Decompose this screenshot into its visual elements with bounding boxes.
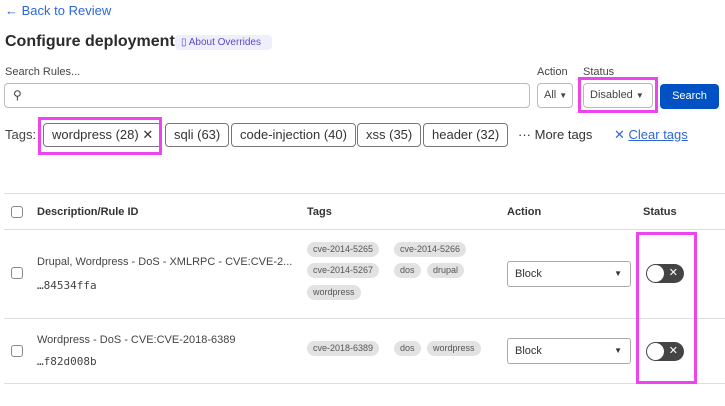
status-filter-label: Status xyxy=(583,66,615,78)
rule-action-select[interactable]: Block ▼ xyxy=(507,338,631,364)
more-tags-button[interactable]: ··· More tags xyxy=(518,127,592,142)
page-title: Configure deployment xyxy=(5,33,175,50)
about-overrides-label: About Overrides xyxy=(188,37,261,48)
action-filter-select[interactable]: All ▼ xyxy=(537,83,573,108)
tags-label: Tags: xyxy=(5,127,37,142)
column-header-tags: Tags xyxy=(307,206,332,218)
status-filter-select[interactable]: Disabled ▼ xyxy=(583,83,653,108)
highlight-box xyxy=(636,232,697,384)
highlight-box xyxy=(578,77,658,113)
rule-tag: cve-2014-5267 xyxy=(307,263,380,278)
rule-action-value: Block xyxy=(515,268,542,280)
action-filter-value: All xyxy=(544,89,557,101)
column-header-status: Status xyxy=(643,206,677,218)
tag-chip-xss[interactable]: xss (35) xyxy=(357,123,422,147)
status-filter-value: Disabled xyxy=(590,89,633,101)
rule-tag: wordpress xyxy=(307,285,361,300)
about-overrides-link[interactable]: ▯ About Overrides xyxy=(175,35,272,50)
close-icon: ✕ xyxy=(668,267,678,279)
close-icon[interactable]: ✕ xyxy=(142,127,154,142)
tag-chip-header[interactable]: header (32) xyxy=(423,123,509,147)
ellipsis-icon: ··· xyxy=(518,127,535,142)
caret-down-icon: ▼ xyxy=(614,346,622,355)
caret-down-icon: ▼ xyxy=(614,269,622,278)
caret-down-icon: ▼ xyxy=(635,91,644,100)
caret-down-icon: ▼ xyxy=(559,91,568,100)
rule-tag: dos xyxy=(394,263,421,278)
row-checkbox[interactable] xyxy=(11,345,23,357)
rule-tag: drupal xyxy=(427,263,465,278)
rule-tag: dos xyxy=(394,341,421,356)
action-filter-label: Action xyxy=(537,66,568,78)
rule-tag: wordpress xyxy=(427,341,481,356)
tag-chip-sqli[interactable]: sqli (63) xyxy=(165,123,230,147)
column-header-description: Description/Rule ID xyxy=(37,206,139,218)
search-icon: ⚲ xyxy=(13,88,22,102)
rule-status-toggle[interactable]: ✕ xyxy=(646,342,684,361)
tag-chip-label: wordpress (28) xyxy=(52,127,139,142)
row-divider xyxy=(4,229,725,230)
search-input[interactable]: ⚲ xyxy=(4,83,530,108)
search-label: Search Rules... xyxy=(5,66,81,78)
search-button[interactable]: Search xyxy=(660,84,719,109)
rule-description: Drupal, Wordpress - DoS - XMLRPC - CVE:C… xyxy=(37,256,293,268)
column-header-action: Action xyxy=(507,206,542,218)
book-icon: ▯ xyxy=(181,37,189,48)
row-divider xyxy=(4,318,725,319)
table-bottom-border xyxy=(4,383,725,384)
tag-chip-code-injection[interactable]: code-injection (40) xyxy=(231,123,356,147)
rule-action-select[interactable]: Block ▼ xyxy=(507,261,631,287)
table-top-border xyxy=(4,193,725,194)
close-icon: ✕ xyxy=(614,127,629,142)
clear-tags-label: Clear tags xyxy=(628,127,688,142)
rule-action-value: Block xyxy=(515,345,542,357)
more-tags-label: More tags xyxy=(534,127,593,142)
toggle-knob xyxy=(647,265,664,282)
rule-tag: cve-2014-5266 xyxy=(394,242,467,257)
rule-status-toggle[interactable]: ✕ xyxy=(646,264,684,283)
row-checkbox[interactable] xyxy=(11,267,23,279)
toggle-knob xyxy=(647,343,664,360)
rule-description: Wordpress - DoS - CVE:CVE-2018-6389 xyxy=(37,334,236,346)
rule-id: …84534ffa xyxy=(37,279,97,292)
rule-id: …f82d008b xyxy=(37,355,97,368)
rule-tag: cve-2018-6389 xyxy=(307,341,380,356)
close-icon: ✕ xyxy=(668,345,678,357)
clear-tags-link[interactable]: ✕ Clear tags xyxy=(614,127,688,143)
rule-tag: cve-2014-5265 xyxy=(307,242,380,257)
back-to-review-link[interactable]: ← Back to Review xyxy=(5,3,112,18)
highlight-box xyxy=(38,117,162,155)
select-all-checkbox[interactable] xyxy=(11,206,23,218)
